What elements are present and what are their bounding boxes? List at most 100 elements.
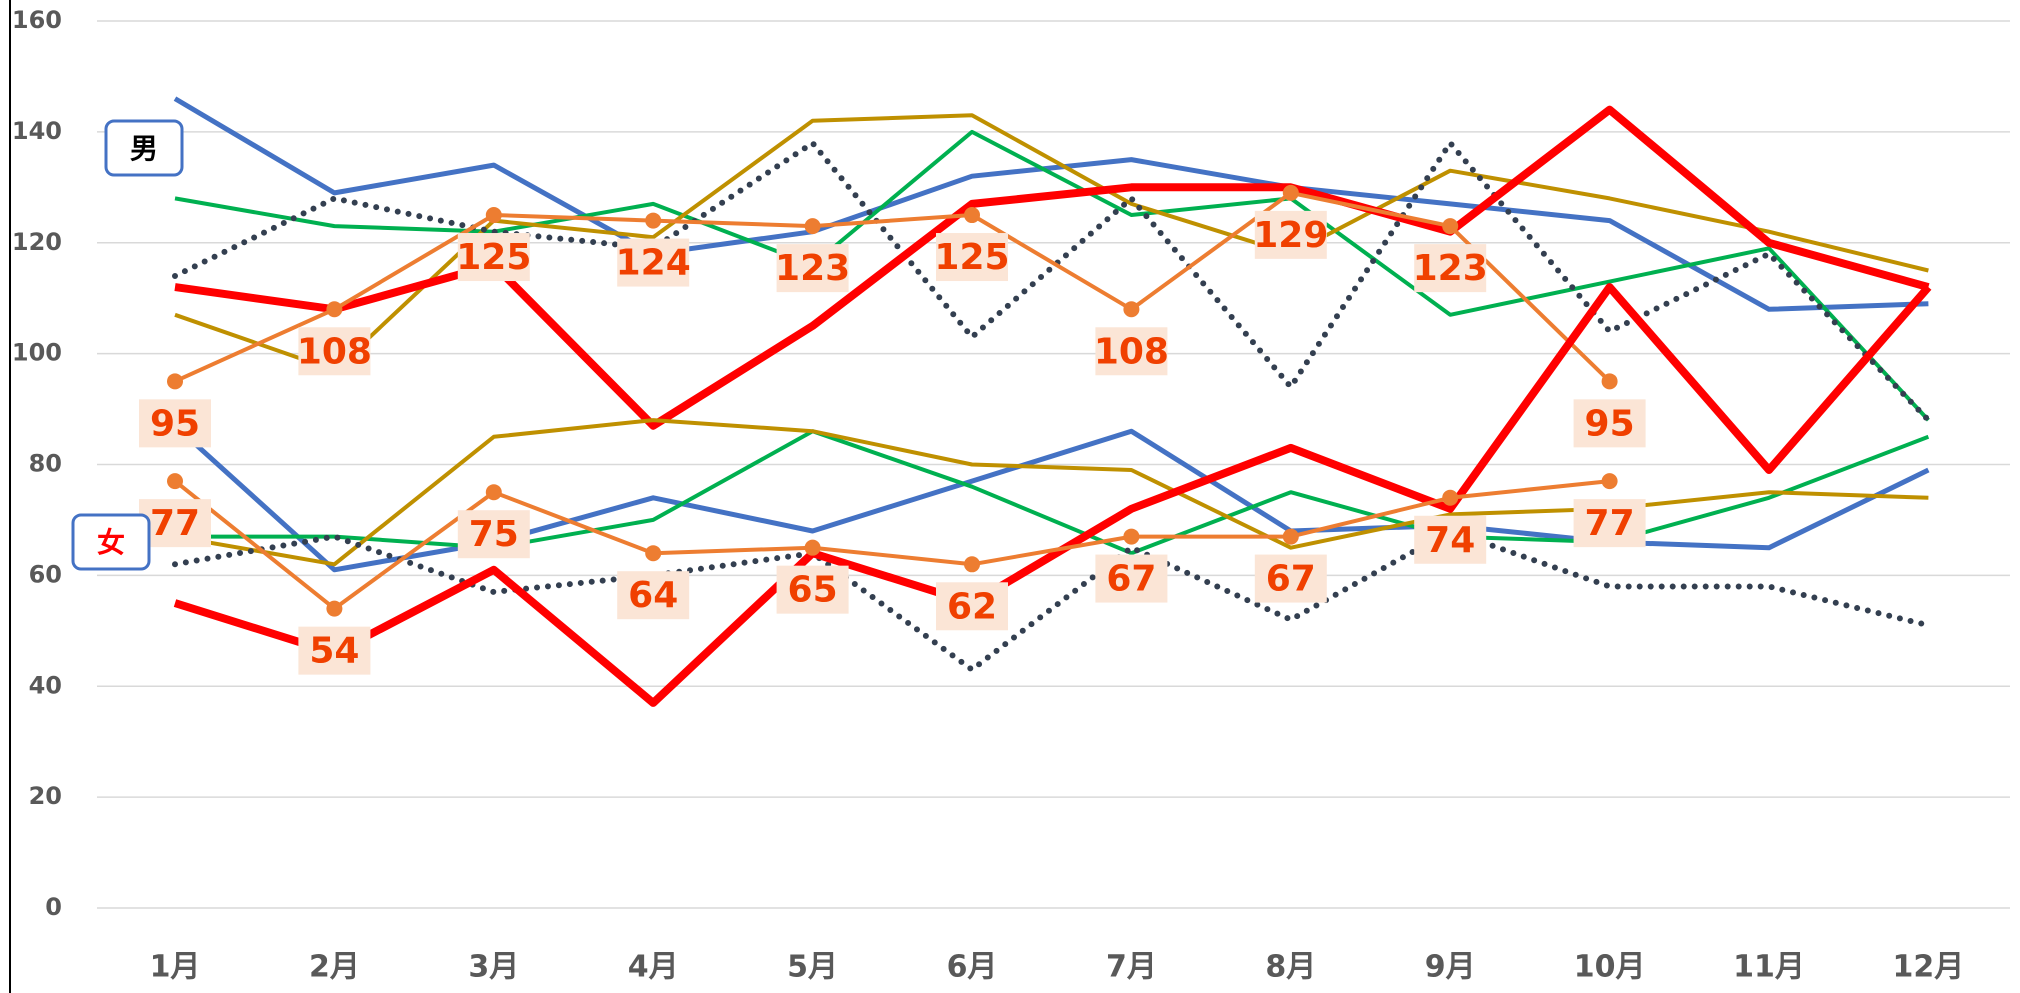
data-label-group: 54 <box>298 626 371 675</box>
data-label-box <box>457 233 530 282</box>
marker <box>1123 301 1140 318</box>
data-label-box <box>1414 244 1487 293</box>
marker <box>964 207 980 224</box>
y-tick-label: 80 <box>29 450 62 478</box>
x-tick-label: 12月 <box>1893 950 1965 985</box>
data-label-box <box>457 510 530 559</box>
data-label-box <box>1254 554 1327 603</box>
marker <box>167 373 183 390</box>
x-tick-label: 1月 <box>150 950 201 985</box>
data-label-group: 74 <box>1414 515 1487 564</box>
annotation: 女 <box>97 526 125 559</box>
data-label-box <box>1095 554 1168 603</box>
data-label: 67 <box>1106 559 1156 600</box>
marker <box>485 484 502 501</box>
series-line <box>173 479 1610 611</box>
data-label-box <box>139 399 211 448</box>
marker <box>804 539 821 556</box>
x-tick-label: 4月 <box>628 950 679 985</box>
data-label-group: 75 <box>457 510 530 559</box>
annotation: 男 <box>130 132 158 165</box>
y-tick-label: 40 <box>29 671 62 699</box>
marker <box>1442 218 1459 235</box>
data-label-box <box>1573 499 1646 548</box>
data-label: 125 <box>456 237 531 278</box>
data-label-group: 123 <box>1413 244 1488 293</box>
data-label: 125 <box>934 237 1009 278</box>
data-label-group: 77 <box>1573 499 1646 548</box>
data-label-box <box>1095 327 1168 376</box>
data-label-box <box>936 233 1008 282</box>
marker <box>964 556 980 573</box>
y-tick-label: 20 <box>29 782 62 810</box>
x-tick-label: 6月 <box>947 950 998 985</box>
data-label: 74 <box>1425 520 1475 561</box>
data-label-group: 77 <box>139 499 211 548</box>
data-label-box <box>298 626 371 675</box>
data-label-box <box>936 582 1008 631</box>
data-label-box <box>617 571 690 620</box>
data-label: 129 <box>1253 215 1328 256</box>
x-tick-label: 11月 <box>1733 950 1805 985</box>
data-label: 123 <box>775 248 850 289</box>
data-label-group: 125 <box>934 233 1010 282</box>
marker <box>1123 528 1140 545</box>
data-label-box <box>1254 210 1327 259</box>
data-label: 124 <box>616 243 691 284</box>
series-line <box>173 283 1932 707</box>
data-label-box <box>1573 399 1646 448</box>
data-label-group: 67 <box>1254 554 1327 603</box>
data-label-group: 67 <box>1095 554 1168 603</box>
data-label-group: 62 <box>936 582 1008 631</box>
data-label-box <box>776 244 849 293</box>
data-label-group: 125 <box>456 233 531 282</box>
y-tick-label: 100 <box>12 339 62 367</box>
data-label-box <box>1414 515 1487 564</box>
marker <box>804 218 821 235</box>
data-label-group: 108 <box>1094 327 1169 376</box>
series-line <box>173 423 1930 573</box>
annotation-box <box>71 513 151 571</box>
y-tick-label: 160 <box>12 6 62 34</box>
data-label-group: 95 <box>139 399 211 448</box>
data-label: 108 <box>1094 331 1169 372</box>
marker <box>1601 373 1618 390</box>
marker <box>1442 489 1459 506</box>
marker <box>1282 184 1299 201</box>
series-line <box>173 96 1929 312</box>
data-label: 62 <box>947 586 997 627</box>
data-label-group: 95 <box>1573 399 1646 448</box>
x-tick-label: 5月 <box>787 950 838 985</box>
y-tick-label: 120 <box>12 228 62 256</box>
data-label: 54 <box>309 631 359 672</box>
x-tick-label: 2月 <box>309 950 360 985</box>
x-tick-label: 3月 <box>468 950 519 985</box>
marker <box>1601 473 1618 490</box>
data-label: 95 <box>1585 403 1635 444</box>
series-line <box>174 105 1930 430</box>
marker <box>645 545 662 562</box>
data-label: 67 <box>1266 559 1316 600</box>
y-tick-label: 140 <box>12 117 62 145</box>
marker <box>326 301 343 318</box>
annotation-box <box>104 119 184 177</box>
data-label: 95 <box>150 403 200 444</box>
data-label-group: 64 <box>617 571 690 620</box>
data-label: 64 <box>628 575 678 616</box>
data-label-group: 65 <box>776 565 849 614</box>
data-label: 123 <box>1413 248 1488 289</box>
data-label: 108 <box>297 331 372 372</box>
marker <box>167 473 183 490</box>
x-tick-label: 8月 <box>1265 950 1316 985</box>
data-label-box <box>298 327 371 376</box>
series-line <box>174 190 1611 384</box>
data-label: 65 <box>788 570 838 611</box>
data-label-group: 129 <box>1253 210 1328 259</box>
marker <box>645 212 662 229</box>
data-label-group: 123 <box>775 244 850 293</box>
marker <box>326 600 343 617</box>
data-label-box <box>139 499 211 548</box>
x-tick-label: 10月 <box>1574 950 1646 985</box>
data-label-box <box>617 238 690 287</box>
